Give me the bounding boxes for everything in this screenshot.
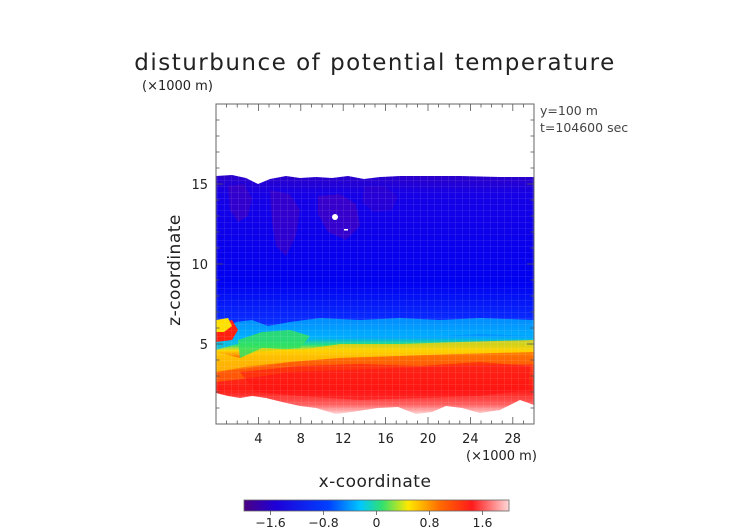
y-axis-label: z-coordinate xyxy=(165,214,185,326)
x-axis-unit: (×1000 m) xyxy=(466,449,537,464)
annotation-time: t=104600 sec xyxy=(540,120,628,135)
x-tick-label: 12 xyxy=(335,432,352,447)
colorbar-tick-label: −1.6 xyxy=(255,515,285,530)
x-tick-label: 8 xyxy=(297,432,305,447)
x-tick-label: 4 xyxy=(254,432,262,447)
colorbar-tick-label: 0 xyxy=(373,515,381,530)
colorbar-tick-label: 1.6 xyxy=(473,515,493,530)
y-tick-label: 10 xyxy=(191,258,208,273)
chart-title: disturbunce of potential temperature xyxy=(134,50,616,76)
axis-ticks: 4 8 12 16 20 24 28 5 10 15 xyxy=(191,104,534,447)
y-tick-label: 15 xyxy=(191,178,208,193)
x-tick-label: 28 xyxy=(505,432,522,447)
x-tick-label: 16 xyxy=(377,432,394,447)
x-tick-label: 20 xyxy=(420,432,437,447)
annotation-y-position: y=100 m xyxy=(540,103,598,118)
colorbar-tick-label: 0.8 xyxy=(420,515,440,530)
y-axis-unit: (×1000 m) xyxy=(142,79,213,94)
colorbar-tick-label: −0.8 xyxy=(308,515,338,530)
x-tick-label: 24 xyxy=(462,432,479,447)
colorbar-ticks: −1.6 −0.8 0 0.8 1.6 xyxy=(255,511,492,530)
x-axis-label: x-coordinate xyxy=(319,472,432,492)
colorbar xyxy=(243,499,510,512)
field-grid-texture xyxy=(216,104,534,424)
heatmap-field xyxy=(216,104,534,424)
y-tick-label: 5 xyxy=(200,338,208,353)
